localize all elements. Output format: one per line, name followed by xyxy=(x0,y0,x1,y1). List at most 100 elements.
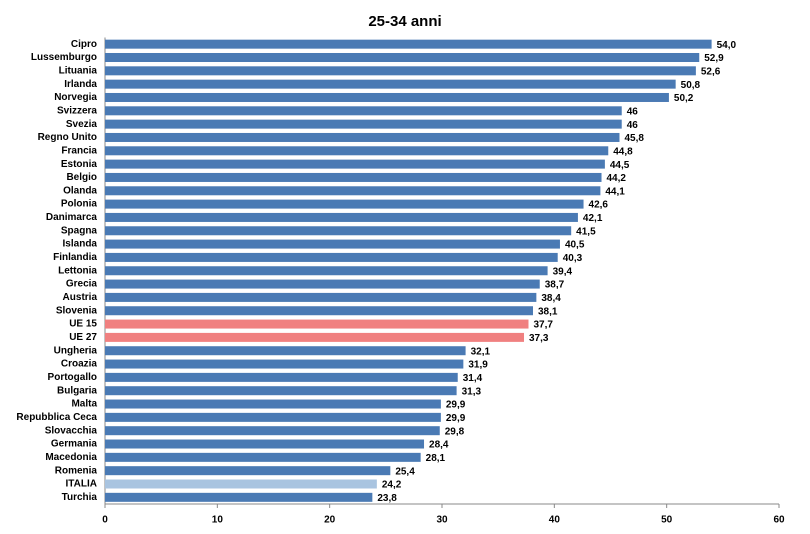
bar xyxy=(105,332,525,342)
value-label: 44,5 xyxy=(610,160,630,171)
value-label: 46 xyxy=(627,106,639,117)
value-label: 54,0 xyxy=(717,40,737,51)
bar xyxy=(105,359,464,369)
value-label: 50,2 xyxy=(674,93,694,104)
x-tick-label: 60 xyxy=(773,515,785,526)
value-label: 29,9 xyxy=(446,413,466,424)
value-label: 31,3 xyxy=(462,386,482,397)
value-label: 37,7 xyxy=(533,320,553,331)
y-tick-label: Polonia xyxy=(61,199,98,210)
y-tick-label: Grecia xyxy=(66,279,98,290)
y-tick-label: Olanda xyxy=(63,185,97,196)
value-label: 37,3 xyxy=(529,333,549,344)
y-tick-label: Macedonia xyxy=(45,452,97,463)
x-tick-label: 20 xyxy=(324,515,336,526)
value-label: 25,4 xyxy=(395,466,415,477)
y-tick-label: Malta xyxy=(71,399,97,410)
y-tick-label: Slovenia xyxy=(56,305,98,316)
y-tick-label: Svizzera xyxy=(57,105,97,116)
bar xyxy=(105,266,548,276)
bar xyxy=(105,399,441,409)
y-tick-label: UE 15 xyxy=(69,319,97,330)
y-tick-label: UE 27 xyxy=(69,332,97,343)
value-label: 52,9 xyxy=(704,53,724,64)
value-label: 31,9 xyxy=(468,360,488,371)
y-tick-label: Spagna xyxy=(61,225,98,236)
y-tick-label: Francia xyxy=(61,145,97,156)
bar xyxy=(105,186,601,196)
y-tick-label: Romenia xyxy=(55,465,98,476)
y-tick-label: Germania xyxy=(51,439,98,450)
y-tick-label: Irlanda xyxy=(64,79,97,90)
bar xyxy=(105,479,377,489)
x-tick-label: 10 xyxy=(212,515,224,526)
bar xyxy=(105,466,391,476)
y-tick-label: Lussemburgo xyxy=(31,52,97,63)
value-label: 46 xyxy=(627,120,639,131)
x-tick-label: 40 xyxy=(549,515,561,526)
bar xyxy=(105,346,466,356)
bar xyxy=(105,372,458,382)
bar xyxy=(105,212,578,222)
y-tick-label: Repubblica Ceca xyxy=(16,412,97,423)
bar xyxy=(105,119,622,129)
y-tick-label: Cipro xyxy=(71,39,97,50)
value-label: 44,2 xyxy=(607,173,627,184)
chart-title: 25-34 anni xyxy=(368,13,441,30)
y-tick-label: Estonia xyxy=(61,159,98,170)
bar xyxy=(105,279,540,289)
bar xyxy=(105,386,457,396)
value-label: 50,8 xyxy=(681,80,701,91)
bar xyxy=(105,92,669,102)
bar xyxy=(105,292,537,302)
value-label: 42,6 xyxy=(589,200,609,211)
bar xyxy=(105,52,700,62)
y-tick-label: Turchia xyxy=(62,492,98,503)
value-label: 29,8 xyxy=(445,426,465,437)
y-tick-label: Slovacchia xyxy=(45,425,98,436)
bar xyxy=(105,106,622,116)
bar xyxy=(105,172,602,182)
value-label: 28,1 xyxy=(426,453,446,464)
y-tick-label: Austria xyxy=(63,292,98,303)
bar xyxy=(105,132,620,142)
value-label: 41,5 xyxy=(576,226,596,237)
bar xyxy=(105,319,529,329)
bar xyxy=(105,226,572,236)
value-label: 32,1 xyxy=(471,346,491,357)
bar xyxy=(105,199,584,209)
bar xyxy=(105,146,609,156)
bar xyxy=(105,426,440,436)
bar xyxy=(105,39,712,49)
bar xyxy=(105,159,605,169)
bar xyxy=(105,252,558,262)
bar xyxy=(105,412,441,422)
y-tick-label: ITALIA xyxy=(66,479,97,490)
value-label: 38,1 xyxy=(538,306,558,317)
value-label: 40,5 xyxy=(565,240,585,251)
bar xyxy=(105,239,560,249)
y-tick-label: Regno Unito xyxy=(38,132,97,143)
y-tick-label: Belgio xyxy=(66,172,97,183)
value-label: 23,8 xyxy=(377,493,397,504)
value-label: 42,1 xyxy=(583,213,603,224)
y-tick-label: Ungheria xyxy=(54,345,98,356)
bar xyxy=(105,439,425,449)
value-label: 44,1 xyxy=(605,186,625,197)
value-label: 31,4 xyxy=(463,373,483,384)
value-label: 44,8 xyxy=(613,146,633,157)
bar xyxy=(105,452,421,462)
y-tick-label: Portogallo xyxy=(48,372,97,383)
x-tick-label: 30 xyxy=(436,515,448,526)
value-label: 24,2 xyxy=(382,480,402,491)
x-tick-label: 50 xyxy=(661,515,673,526)
y-tick-label: Danimarca xyxy=(46,212,98,223)
value-label: 52,6 xyxy=(701,66,721,77)
value-label: 29,9 xyxy=(446,400,466,411)
x-tick-label: 0 xyxy=(102,515,108,526)
value-label: 40,3 xyxy=(563,253,583,264)
y-tick-label: Norvegia xyxy=(54,92,97,103)
y-tick-label: Finlandia xyxy=(53,252,97,263)
bar xyxy=(105,79,676,89)
y-tick-label: Islanda xyxy=(63,239,98,250)
